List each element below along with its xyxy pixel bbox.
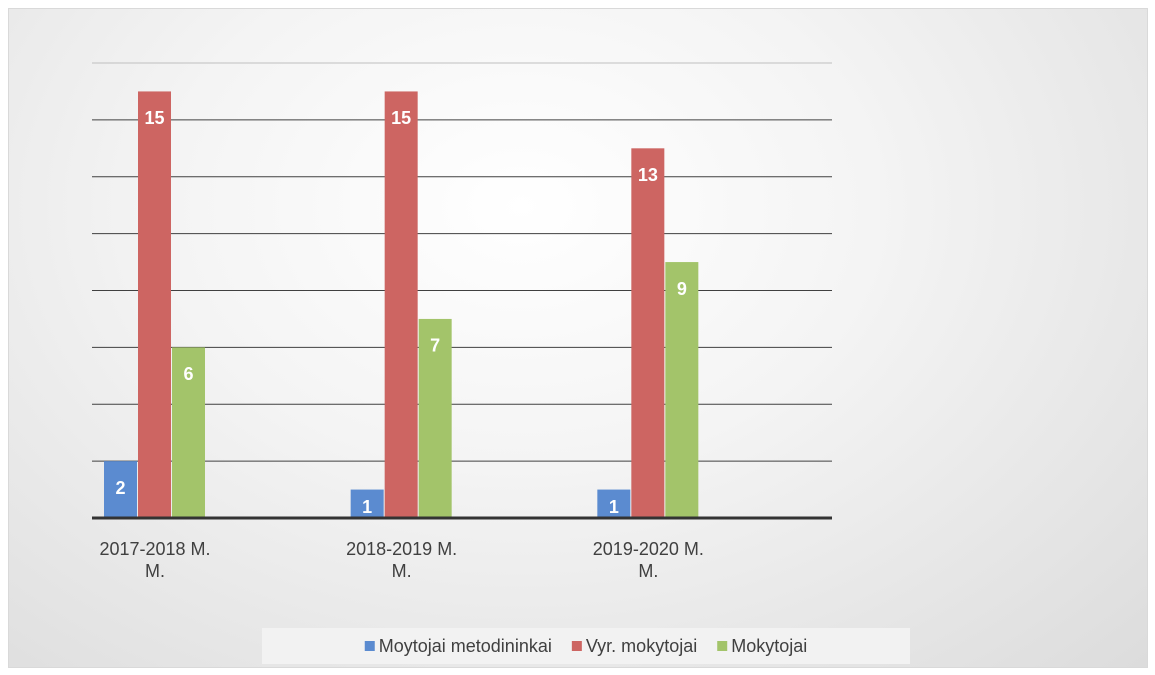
x-tick-label: 2019-2020 M. M. (592, 539, 704, 581)
x-tick-label: 2017-2018 M. M. (99, 539, 211, 581)
legend-label: Moytojai metodininkai (379, 636, 552, 656)
bar (597, 489, 631, 518)
data-label: 15 (144, 108, 164, 128)
bar (631, 148, 665, 518)
bar (104, 461, 137, 518)
legend-swatch (571, 641, 582, 651)
legend: Moytojai metodininkai Vyr. mokytojai Mokyt… (262, 628, 910, 664)
x-tick-label: 2018-2019 M. M. (346, 539, 458, 581)
legend-swatch (717, 641, 728, 651)
data-label: 7 (430, 336, 440, 356)
data-label: 1 (362, 497, 372, 517)
bar (350, 489, 384, 518)
data-label: 13 (638, 165, 658, 185)
bar (172, 347, 205, 518)
bar (138, 91, 171, 518)
bar (384, 91, 418, 518)
legend-label: Vyr. mokytojai (586, 636, 697, 656)
legend-swatch (364, 641, 375, 651)
data-label: 1 (609, 497, 619, 517)
bar (665, 262, 699, 518)
bar (418, 318, 452, 518)
data-label: 2 (115, 478, 125, 498)
data-label: 9 (677, 279, 687, 299)
chart-frame (8, 8, 1148, 668)
data-label: 15 (391, 108, 411, 128)
legend-label: Mokytojai (731, 636, 807, 656)
data-label: 6 (183, 364, 193, 384)
